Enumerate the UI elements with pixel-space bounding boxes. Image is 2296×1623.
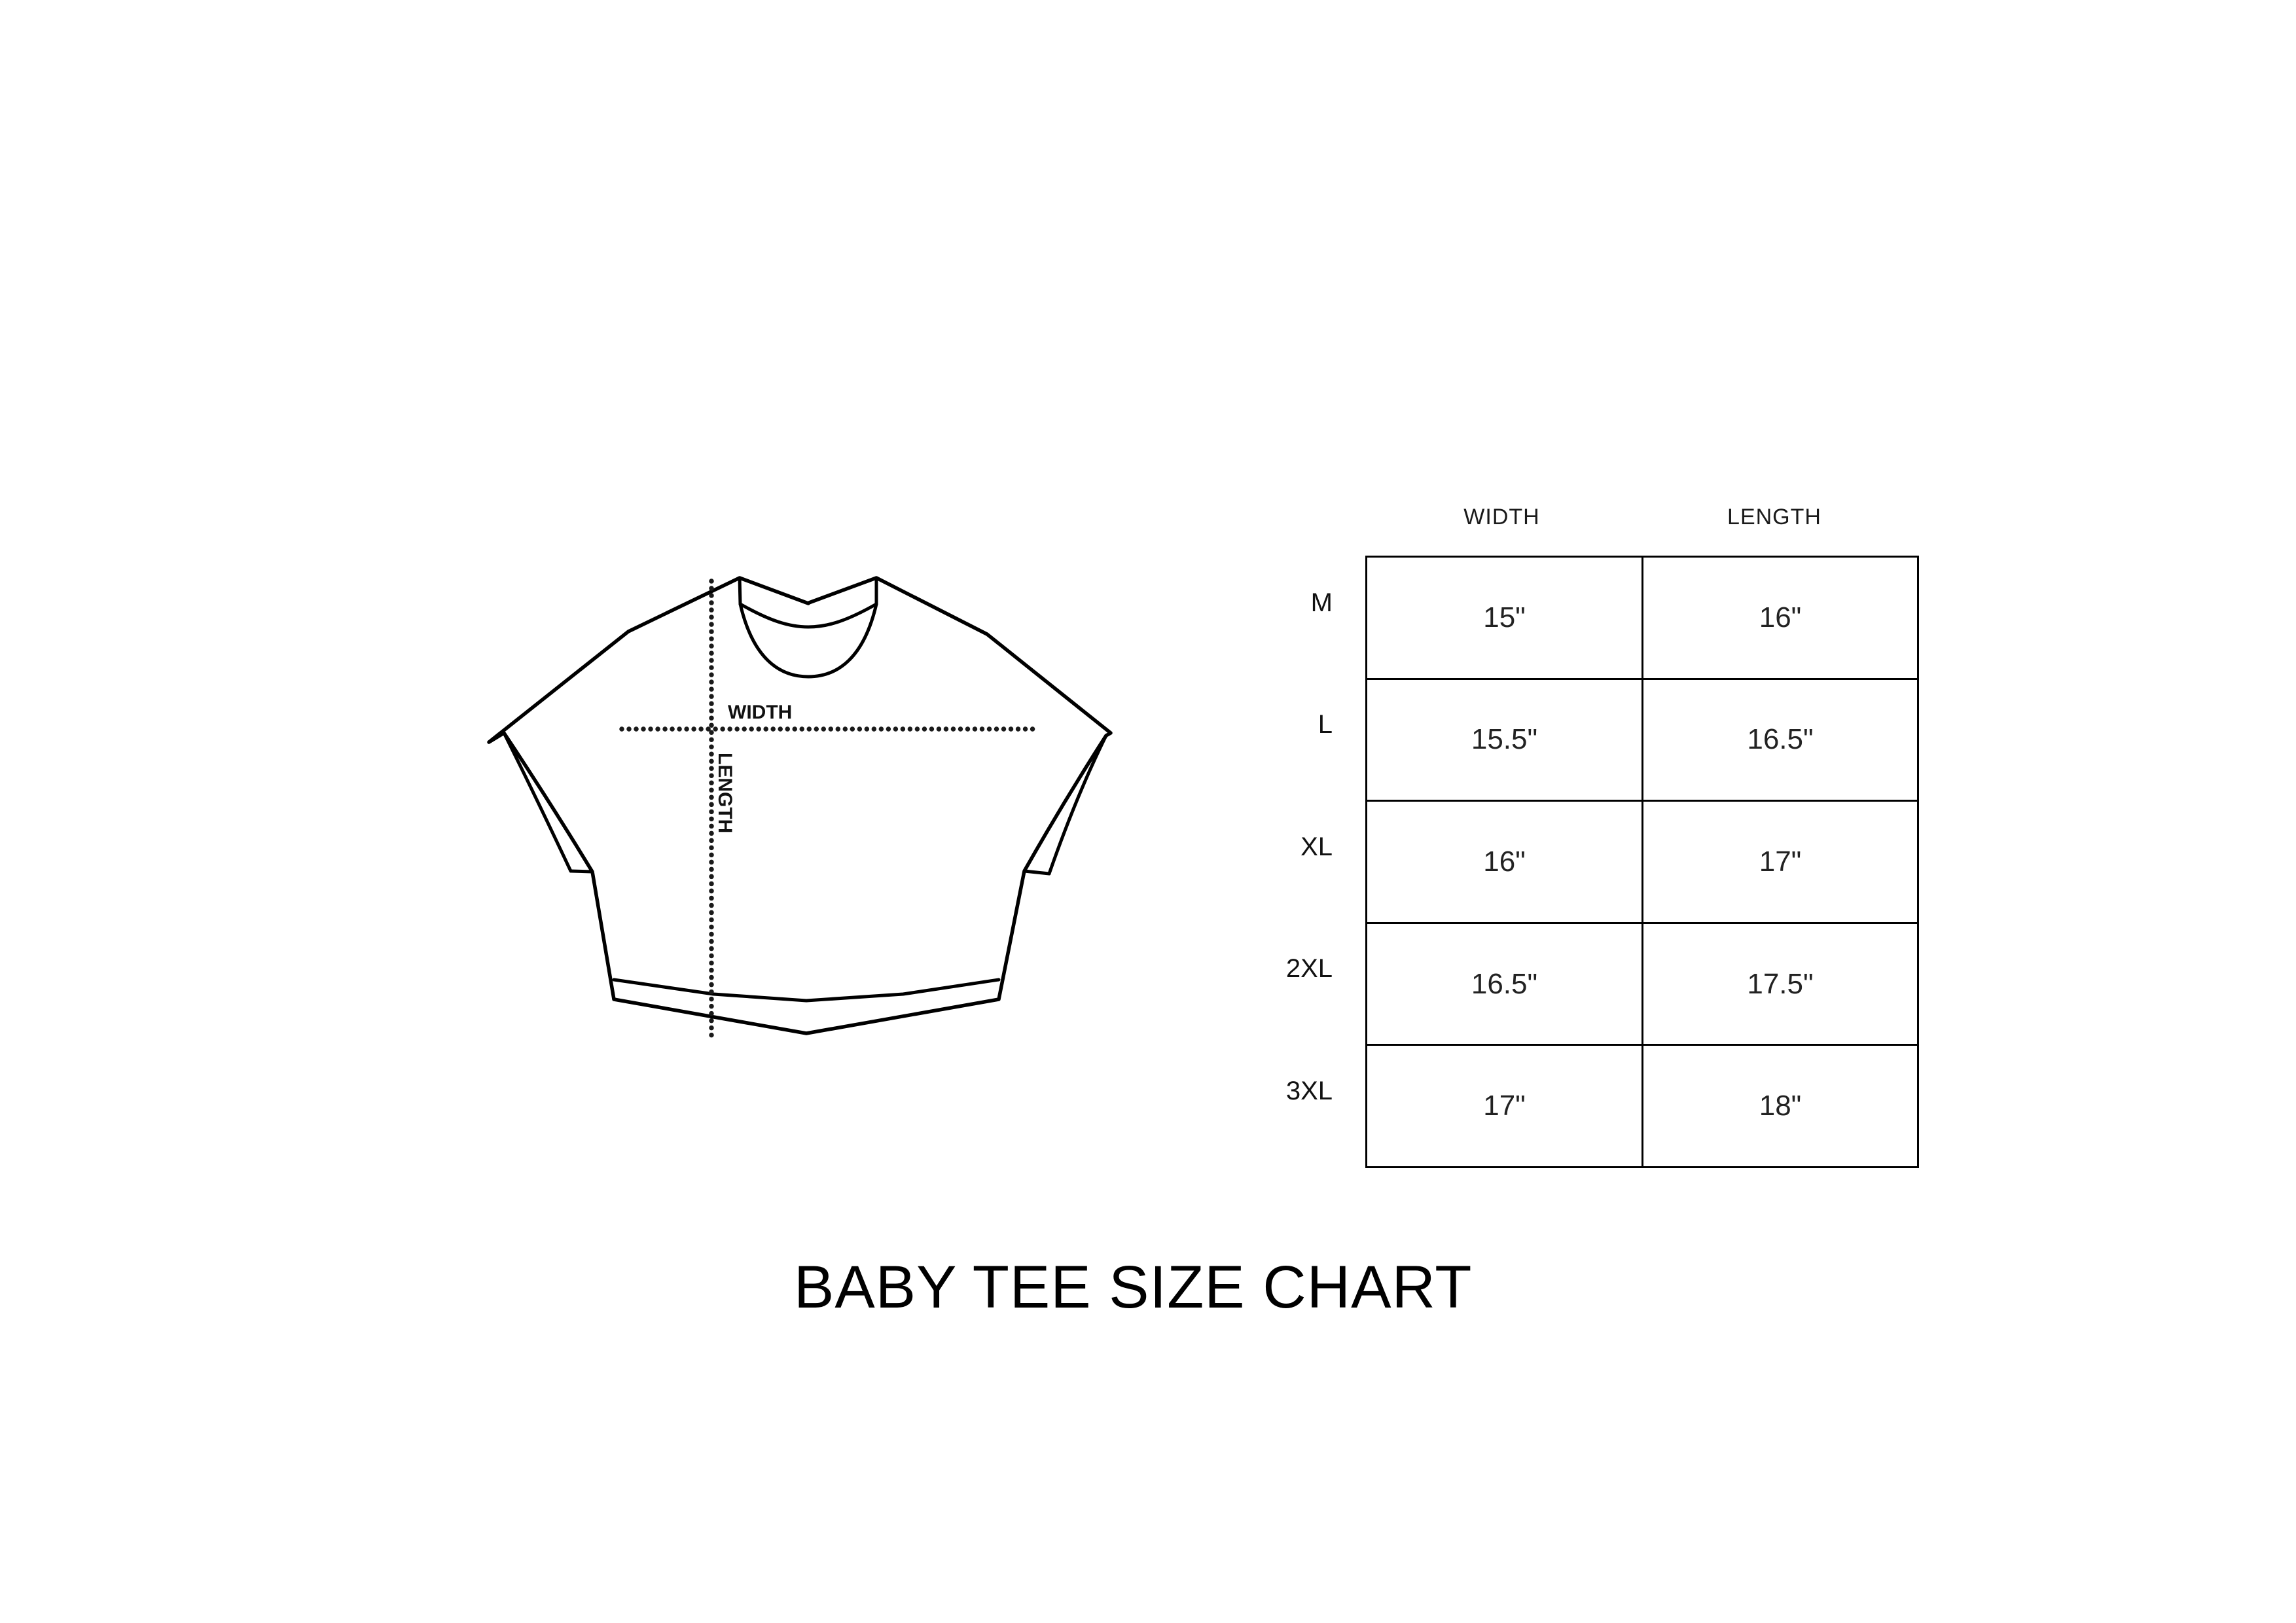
svg-text:LENGTH: LENGTH — [714, 753, 736, 833]
svg-text:WIDTH: WIDTH — [728, 702, 792, 723]
